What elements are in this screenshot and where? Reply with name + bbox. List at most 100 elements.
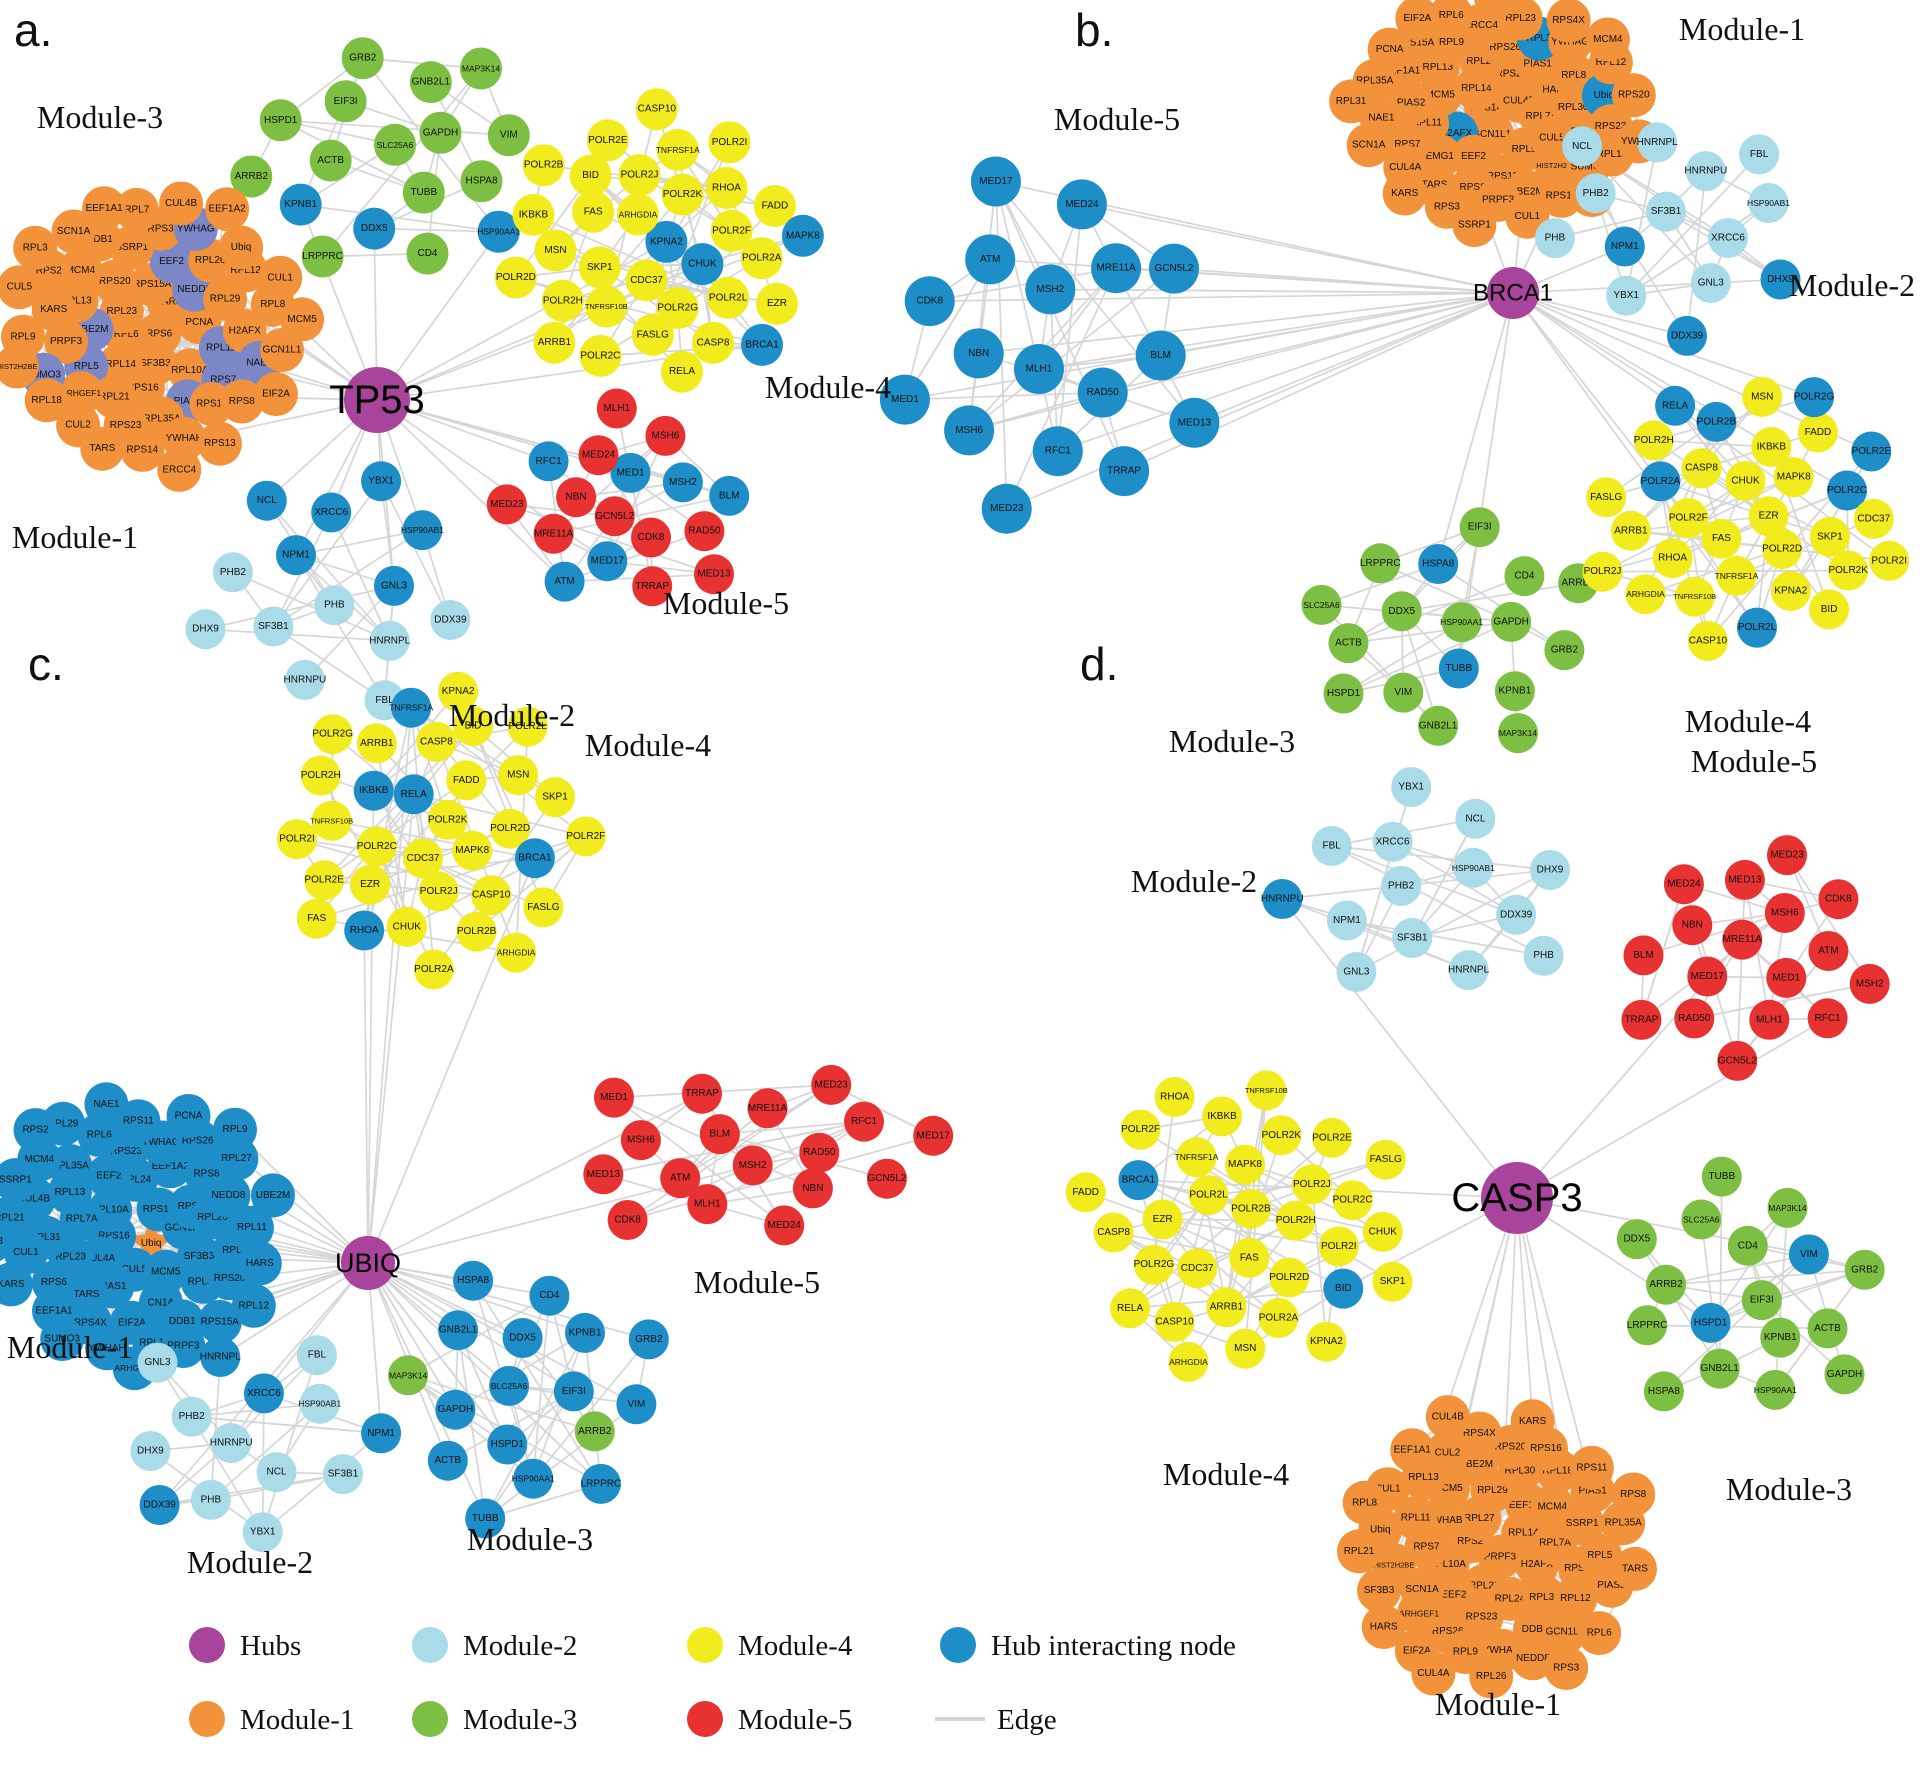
node-phb[interactable]: PHB [1534,218,1575,259]
node-cdk8[interactable]: CDK8 [631,517,671,558]
node-rhoa[interactable]: RHOA [1652,538,1693,579]
node-eef1a1[interactable]: EEF1A1 [82,186,127,231]
node-casp8[interactable]: CASP8 [1093,1212,1134,1253]
node-kpnb1[interactable]: KPNB1 [1494,671,1535,712]
node-eif2a[interactable]: EIF2A [254,372,298,417]
node-ybx1[interactable]: YBX1 [1606,275,1647,316]
node-rps4x[interactable]: RPS4X [1546,0,1591,43]
node-gnb2l1[interactable]: GNB2L1 [409,61,452,104]
node-bid[interactable]: BID [1809,589,1850,630]
node-cdc37[interactable]: CDC37 [1853,498,1894,539]
node-blm[interactable]: BLM [1623,935,1664,976]
node-brca1[interactable]: BRCA1 [514,838,555,879]
node-cdk8[interactable]: CDK8 [904,276,955,327]
node-hnrnpl[interactable]: HNRNPL [1448,950,1490,991]
node-hars[interactable]: HARS [237,1241,282,1286]
node-rfc1[interactable]: RFC1 [1032,426,1083,477]
node-hnrnpl[interactable]: HNRNPL [200,1337,242,1377]
node-gapdh[interactable]: GAPDH [419,111,462,154]
node-rhoa[interactable]: RHOA [1154,1077,1195,1117]
node-msh2[interactable]: MSH2 [1025,264,1076,315]
node-mre11a[interactable]: MRE11A [747,1088,788,1129]
node-nbn[interactable]: NBN [1672,905,1713,946]
node-dhx9[interactable]: DHX9 [130,1431,171,1471]
node-tubb[interactable]: TUBB [402,171,445,214]
node-mcm4[interactable]: MCM4 [1585,17,1630,62]
node-hsp90ab1[interactable]: HSP90AB1 [1452,847,1495,888]
node-lrpprc[interactable]: LRPPRC [301,235,344,278]
node-hnrnpu[interactable]: HNRNPU [284,659,327,700]
node-mlh1[interactable]: MLH1 [687,1184,728,1225]
node-gnl3[interactable]: GNL3 [1336,952,1377,992]
node-arhgdia[interactable]: ARHGDIA [1168,1341,1209,1382]
node-med13[interactable]: MED13 [1169,397,1220,448]
node-polr2e[interactable]: POLR2E [1312,1117,1352,1158]
node-npm1[interactable]: NPM1 [1604,226,1645,267]
node-gapdh[interactable]: GAPDH [1491,601,1532,642]
node-fbl[interactable]: FBL [296,1335,337,1376]
node-phb2[interactable]: PHB2 [212,552,253,593]
node-msn[interactable]: MSN [534,229,577,272]
node-med1[interactable]: MED1 [594,1077,634,1118]
node-ncl[interactable]: NCL [1562,126,1603,167]
node-actb[interactable]: ACTB [309,139,352,182]
node-kpnb1[interactable]: KPNB1 [279,183,322,226]
node-map3k14[interactable]: MAP3K14 [388,1355,429,1396]
node-phb2[interactable]: PHB2 [1575,173,1616,214]
node-rps11[interactable]: RPS11 [1569,1445,1614,1490]
node-ezr[interactable]: EZR [756,282,798,325]
node-chuk[interactable]: CHUK [386,906,427,947]
node-rpl8[interactable]: RPL8 [1342,1480,1387,1525]
node-med24[interactable]: MED24 [1056,179,1107,230]
node-chuk[interactable]: CHUK [1725,461,1766,501]
node-xrcc6[interactable]: XRCC6 [1372,821,1413,862]
hub-node-ubiq[interactable]: UBIQ [335,1236,401,1290]
node-scn1a[interactable]: SCN1A [1346,123,1391,168]
node-phb[interactable]: PHB [190,1479,231,1520]
node-bid[interactable]: BID [1323,1268,1364,1309]
node-polr2d[interactable]: POLR2D [494,256,537,299]
node-sf3b1[interactable]: SF3B1 [1646,191,1686,232]
node-cul1[interactable]: CUL1 [258,255,303,300]
node-rpl9[interactable]: RPL9 [213,1107,257,1152]
node-sf3b1[interactable]: SF3B1 [253,606,294,647]
node-med13[interactable]: MED13 [583,1154,624,1195]
node-slc25a6[interactable]: SLC25A6 [374,123,416,166]
node-trrap[interactable]: TRRAP [1099,446,1150,497]
node-mre11a[interactable]: MRE11A [1722,919,1763,960]
node-kpna2[interactable]: KPNA2 [1306,1321,1347,1362]
node-rela[interactable]: RELA [661,350,703,393]
node-rfc1[interactable]: RFC1 [528,441,569,482]
node-polr2c[interactable]: POLR2C [579,334,622,377]
node-arrb1[interactable]: ARRB1 [1206,1287,1247,1328]
node-arrb1[interactable]: ARRB1 [1610,510,1651,551]
node-med17[interactable]: MED17 [913,1115,954,1156]
node-ybx1[interactable]: YBX1 [1391,767,1432,807]
node-gcn5l2[interactable]: GCN5L2 [866,1158,907,1199]
node-fadd[interactable]: FADD [1065,1172,1106,1213]
node-msh2[interactable]: MSH2 [732,1145,773,1186]
node-fas[interactable]: FAS [296,898,337,939]
node-casp10[interactable]: CASP10 [1154,1301,1195,1342]
node-mlh1[interactable]: MLH1 [596,388,637,429]
node-atm[interactable]: ATM [544,561,585,602]
node-casp10[interactable]: CASP10 [471,875,512,916]
node-grb2[interactable]: GRB2 [1544,630,1585,671]
node-msn[interactable]: MSN [1742,376,1783,417]
node-polr2f[interactable]: POLR2F [565,816,606,857]
node-ercc4[interactable]: ERCC4 [157,447,202,492]
node-eif3i[interactable]: EIF3I [1459,507,1500,548]
node-tnfrsf1a[interactable]: TNFRSF1A [656,128,700,171]
node-brca1[interactable]: BRCA1 [1118,1160,1159,1201]
node-kpnb1[interactable]: KPNB1 [565,1312,605,1353]
node-blm[interactable]: BLM [699,1114,740,1155]
node-hspa8[interactable]: HSPA8 [460,160,503,203]
node-vim[interactable]: VIM [487,114,530,157]
node-rhoa[interactable]: RHOA [705,167,748,209]
node-rela[interactable]: RELA [393,774,434,815]
node-polr2a[interactable]: POLR2A [740,237,783,280]
node-arrb1[interactable]: ARRB1 [533,321,576,364]
node-ezr[interactable]: EZR [1142,1199,1183,1240]
node-nbn[interactable]: NBN [792,1168,833,1209]
node-med24[interactable]: MED24 [764,1205,805,1246]
